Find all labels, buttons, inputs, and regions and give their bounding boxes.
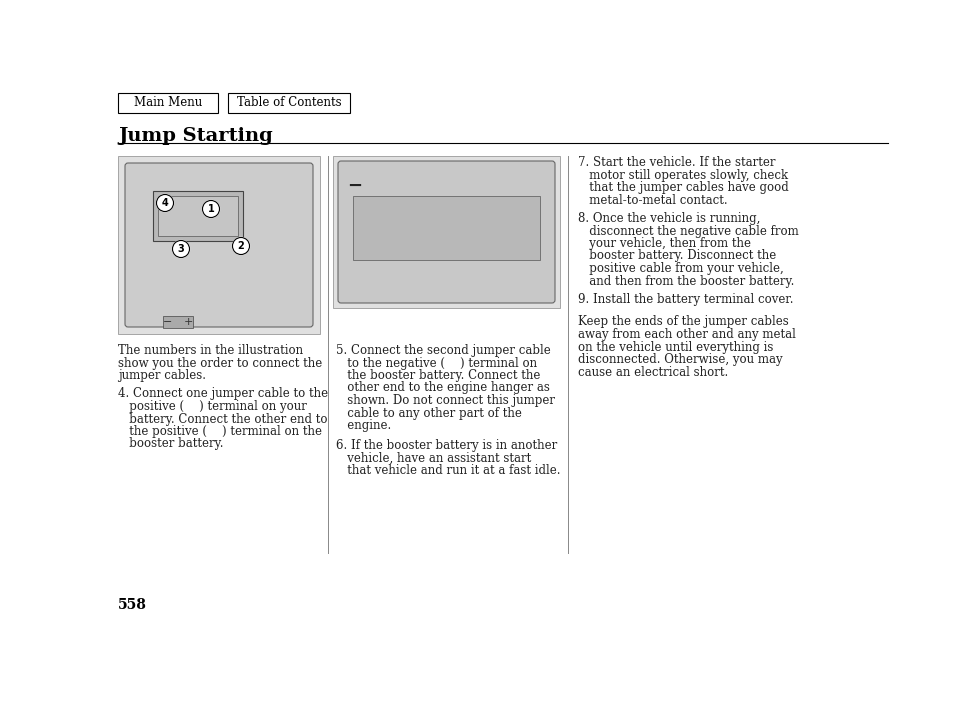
Text: show you the order to connect the: show you the order to connect the: [118, 356, 322, 369]
Text: booster battery.: booster battery.: [118, 437, 223, 451]
Text: 2: 2: [237, 241, 244, 251]
Text: positive cable from your vehicle,: positive cable from your vehicle,: [578, 262, 783, 275]
Text: 9. Install the battery terminal cover.: 9. Install the battery terminal cover.: [578, 293, 793, 306]
Text: disconnected. Otherwise, you may: disconnected. Otherwise, you may: [578, 353, 781, 366]
Text: and then from the booster battery.: and then from the booster battery.: [578, 275, 794, 288]
Text: Main Menu: Main Menu: [133, 97, 202, 109]
Text: 5. Connect the second jumper cable: 5. Connect the second jumper cable: [335, 344, 550, 357]
Text: booster battery. Disconnect the: booster battery. Disconnect the: [578, 249, 776, 263]
Text: 1: 1: [208, 204, 214, 214]
Text: 558: 558: [118, 598, 147, 612]
Text: 4. Connect one jumper cable to the: 4. Connect one jumper cable to the: [118, 388, 328, 400]
Text: disconnect the negative cable from: disconnect the negative cable from: [578, 224, 798, 238]
Text: +: +: [183, 317, 193, 327]
Text: Jump Starting: Jump Starting: [118, 127, 273, 145]
Text: metal-to-metal contact.: metal-to-metal contact.: [578, 194, 727, 207]
Bar: [118, 156, 319, 334]
FancyBboxPatch shape: [337, 161, 555, 303]
Text: your vehicle, then from the: your vehicle, then from the: [578, 237, 750, 250]
Bar: [333, 156, 559, 308]
Text: that vehicle and run it at a fast idle.: that vehicle and run it at a fast idle.: [335, 464, 560, 478]
Circle shape: [172, 241, 190, 258]
Text: cable to any other part of the: cable to any other part of the: [335, 407, 521, 420]
Bar: [152, 191, 243, 241]
Text: that the jumper cables have good: that the jumper cables have good: [578, 181, 788, 194]
Text: 7. Start the vehicle. If the starter: 7. Start the vehicle. If the starter: [578, 156, 775, 169]
Text: Table of Contents: Table of Contents: [236, 97, 341, 109]
Text: −: −: [347, 177, 362, 195]
Text: The numbers in the illustration: The numbers in the illustration: [118, 344, 303, 357]
Bar: [353, 196, 539, 260]
Text: jumper cables.: jumper cables.: [118, 369, 206, 382]
Text: motor still operates slowly, check: motor still operates slowly, check: [578, 168, 787, 182]
Text: the booster battery. Connect the: the booster battery. Connect the: [335, 369, 539, 382]
Bar: [118, 93, 218, 113]
Text: away from each other and any metal: away from each other and any metal: [578, 328, 795, 341]
FancyBboxPatch shape: [125, 163, 313, 327]
Bar: [158, 196, 237, 236]
Text: positive (    ) terminal on your: positive ( ) terminal on your: [118, 400, 307, 413]
Circle shape: [202, 200, 219, 217]
Text: cause an electrical short.: cause an electrical short.: [578, 366, 727, 378]
Circle shape: [233, 238, 250, 254]
Text: vehicle, have an assistant start: vehicle, have an assistant start: [335, 452, 531, 465]
Text: on the vehicle until everything is: on the vehicle until everything is: [578, 341, 773, 354]
Text: battery. Connect the other end to: battery. Connect the other end to: [118, 413, 327, 425]
Text: engine.: engine.: [335, 419, 391, 432]
Text: 3: 3: [177, 244, 184, 254]
Text: the positive (    ) terminal on the: the positive ( ) terminal on the: [118, 425, 322, 438]
Text: other end to the engine hanger as: other end to the engine hanger as: [335, 381, 549, 395]
Text: 4: 4: [161, 198, 168, 208]
Text: 6. If the booster battery is in another: 6. If the booster battery is in another: [335, 439, 557, 452]
Text: −: −: [163, 317, 172, 327]
Text: Keep the ends of the jumper cables: Keep the ends of the jumper cables: [578, 315, 788, 329]
Text: 8. Once the vehicle is running,: 8. Once the vehicle is running,: [578, 212, 760, 225]
Bar: [163, 316, 193, 328]
Text: to the negative (    ) terminal on: to the negative ( ) terminal on: [335, 356, 537, 369]
Text: shown. Do not connect this jumper: shown. Do not connect this jumper: [335, 394, 555, 407]
Circle shape: [156, 195, 173, 212]
Bar: [228, 93, 350, 113]
